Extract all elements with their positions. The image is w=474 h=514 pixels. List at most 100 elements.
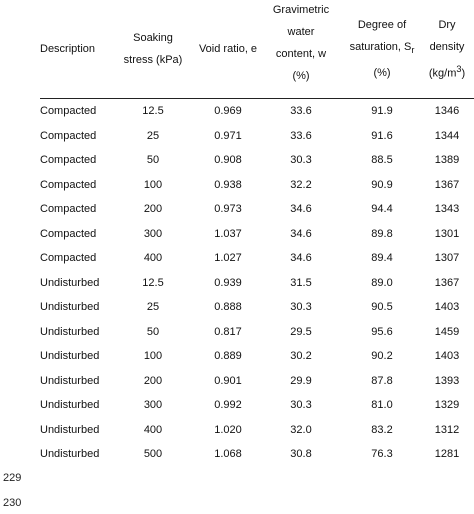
cell-description: Undisturbed: [40, 374, 100, 387]
cell-dry-density: 1301: [434, 227, 460, 240]
cell-water-content: 30.2: [290, 350, 312, 363]
header-row: Description Soaking stress (kPa) Void ra…: [40, 0, 474, 99]
cell-water-content: 34.6: [290, 227, 312, 240]
header-void-ratio: Void ratio, e: [198, 0, 258, 99]
cell-water-content: 32.0: [290, 423, 312, 436]
cell-soaking-stress: 300: [143, 227, 163, 240]
cell-saturation: 91.6: [371, 129, 393, 142]
cell-dry-density: 1346: [434, 105, 460, 118]
cell-dry-density: 1367: [434, 178, 460, 191]
cell-description: Undisturbed: [40, 325, 100, 338]
cell-description: Compacted: [40, 129, 97, 142]
cell-void-ratio: 0.901: [214, 374, 242, 387]
cell-dry-density: 1459: [434, 325, 460, 338]
cell-dry-density: 1393: [434, 374, 460, 387]
cell-description: Undisturbed: [40, 448, 100, 461]
cell-void-ratio: 1.037: [214, 227, 242, 240]
table-body: Compacted 12.5 0.969 33.6 91.9 1346 Compacted 2…: [40, 99, 474, 467]
cell-water-content: 30.3: [290, 154, 312, 167]
cell-dry-density: 1389: [434, 154, 460, 167]
cell-saturation: 81.0: [371, 399, 393, 412]
cell-dry-density: 1344: [434, 129, 460, 142]
cell-dry-density: 1307: [434, 252, 460, 265]
cell-void-ratio: 0.888: [214, 301, 242, 314]
cell-saturation: 90.5: [371, 301, 393, 314]
cell-soaking-stress: 50: [146, 325, 160, 338]
table-row: Compacted 300 1.037 34.6 89.8 1301: [40, 222, 474, 247]
cell-dry-density: 1367: [434, 276, 460, 289]
cell-description: Undisturbed: [40, 399, 100, 412]
table-row: Undisturbed 50 0.817 29.5 95.6 1459: [40, 320, 474, 345]
table-row: Compacted 400 1.027 34.6 89.4 1307: [40, 246, 474, 271]
cell-saturation: 87.8: [371, 374, 393, 387]
cell-description: Compacted: [40, 154, 97, 167]
cell-description: Compacted: [40, 227, 97, 240]
cell-void-ratio: 1.068: [214, 448, 242, 461]
cell-description: Compacted: [40, 252, 97, 265]
cell-void-ratio: 0.969: [214, 105, 242, 118]
cell-saturation: 91.9: [371, 105, 393, 118]
cell-soaking-stress: 200: [143, 203, 163, 216]
cell-water-content: 30.3: [290, 399, 312, 412]
header-degree-of-saturation: Degree of saturation, Sr (%): [344, 0, 420, 99]
cell-soaking-stress: 100: [143, 350, 163, 363]
cell-water-content: 33.6: [290, 105, 312, 118]
line-number: 229: [3, 472, 22, 484]
cell-soaking-stress: 12.5: [142, 276, 164, 289]
cell-dry-density: 1403: [434, 350, 460, 363]
cell-description: Undisturbed: [40, 350, 100, 363]
header-dry-density: Dry density (kg/m3): [420, 0, 474, 99]
cell-void-ratio: 0.973: [214, 203, 242, 216]
cell-soaking-stress: 25: [146, 129, 160, 142]
cell-void-ratio: 0.817: [214, 325, 242, 338]
cell-saturation: 90.2: [371, 350, 393, 363]
cell-description: Compacted: [40, 105, 97, 118]
cell-saturation: 94.4: [371, 203, 393, 216]
cell-description: Compacted: [40, 203, 97, 216]
cell-soaking-stress: 400: [143, 252, 163, 265]
table-row: Undisturbed 100 0.889 30.2 90.2 1403: [40, 344, 474, 369]
cell-water-content: 32.2: [290, 178, 312, 191]
header-water-content: Gravimetric water content, w (%): [258, 0, 344, 99]
cell-soaking-stress: 25: [146, 301, 160, 314]
soil-properties-table: Description Soaking stress (kPa) Void ra…: [40, 0, 474, 467]
cell-void-ratio: 1.020: [214, 423, 242, 436]
cell-dry-density: 1343: [434, 203, 460, 216]
table-row: Undisturbed 300 0.992 30.3 81.0 1329: [40, 393, 474, 418]
cell-dry-density: 1329: [434, 399, 460, 412]
cell-saturation: 76.3: [371, 448, 393, 461]
table-row: Compacted 12.5 0.969 33.6 91.9 1346: [40, 99, 474, 124]
table-header: Description Soaking stress (kPa) Void ra…: [40, 0, 474, 99]
cell-description: Compacted: [40, 178, 97, 191]
cell-water-content: 33.6: [290, 129, 312, 142]
cell-description: Undisturbed: [40, 276, 100, 289]
cell-void-ratio: 0.889: [214, 350, 242, 363]
header-soaking-stress: Soaking stress (kPa): [108, 0, 198, 99]
table-row: Undisturbed 200 0.901 29.9 87.8 1393: [40, 369, 474, 394]
cell-water-content: 29.9: [290, 374, 312, 387]
cell-soaking-stress: 100: [143, 178, 163, 191]
cell-dry-density: 1403: [434, 301, 460, 314]
table-row: Undisturbed 400 1.020 32.0 83.2 1312: [40, 418, 474, 443]
cell-water-content: 34.6: [290, 252, 312, 265]
cell-water-content: 30.8: [290, 448, 312, 461]
line-number: 230: [3, 497, 22, 509]
cell-water-content: 30.3: [290, 301, 312, 314]
cell-dry-density: 1281: [434, 448, 460, 461]
cell-saturation: 95.6: [371, 325, 393, 338]
cell-soaking-stress: 300: [143, 399, 163, 412]
cell-void-ratio: 1.027: [214, 252, 242, 265]
table-row: Undisturbed 25 0.888 30.3 90.5 1403: [40, 295, 474, 320]
cell-void-ratio: 0.938: [214, 178, 242, 191]
cell-void-ratio: 0.971: [214, 129, 242, 142]
table-row: Compacted 25 0.971 33.6 91.6 1344: [40, 124, 474, 149]
cell-void-ratio: 0.992: [214, 399, 242, 412]
cell-soaking-stress: 50: [146, 154, 160, 167]
table-row: Compacted 200 0.973 34.6 94.4 1343: [40, 197, 474, 222]
cell-saturation: 89.4: [371, 252, 393, 265]
table-row: Compacted 100 0.938 32.2 90.9 1367: [40, 173, 474, 198]
cell-saturation: 90.9: [371, 178, 393, 191]
table-row: Undisturbed 500 1.068 30.8 76.3 1281: [40, 442, 474, 467]
cell-void-ratio: 0.939: [214, 276, 242, 289]
cell-saturation: 89.8: [371, 227, 393, 240]
